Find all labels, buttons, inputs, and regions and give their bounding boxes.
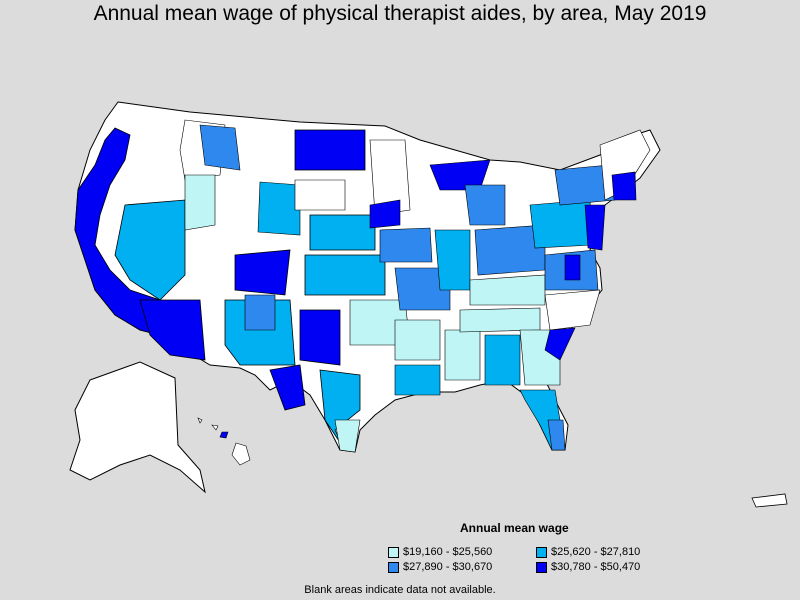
region-arizona	[139, 299, 206, 361]
footnote: Blank areas indicate data not available.	[304, 584, 496, 596]
legend-item: $19,160 - $25,560	[388, 546, 536, 558]
region-new-mexico	[224, 299, 296, 366]
legend-title: Annual mean wage	[460, 521, 569, 535]
region-alabama	[484, 334, 521, 386]
region-south-dakota	[294, 179, 346, 211]
region-carolinas	[544, 289, 601, 331]
legend-swatch	[536, 546, 547, 558]
puerto-rico	[751, 493, 788, 508]
legend-swatch	[388, 561, 399, 573]
region-colorado	[234, 249, 291, 296]
region-dallas	[299, 309, 341, 366]
map-title: Annual mean wage of physical therapist a…	[93, 2, 707, 25]
region-lower-michigan	[464, 184, 506, 226]
legend-item: $27,890 - $30,670	[388, 561, 536, 573]
legend: $19,160 - $25,560 $25,620 - $27,810 $27,…	[388, 546, 688, 573]
region-mississippi	[444, 329, 481, 381]
region-pennsylvania	[529, 199, 593, 249]
region-west-texas	[269, 364, 306, 411]
region-dc	[564, 254, 581, 281]
region-florida-south	[547, 419, 566, 451]
region-west-coast	[74, 127, 196, 346]
region-iowa	[379, 227, 433, 263]
region-nm-mid	[244, 294, 276, 331]
region-minneapolis	[369, 199, 401, 229]
alaska-outline	[69, 361, 206, 494]
region-arkansas	[394, 319, 441, 361]
region-minnesota	[369, 139, 411, 216]
region-montana-blue	[199, 124, 241, 171]
region-wyoming	[257, 181, 301, 236]
legend-item: $30,780 - $50,470	[536, 561, 684, 573]
region-kansas	[304, 254, 386, 296]
region-missouri	[394, 267, 451, 311]
region-south-carolina-coast	[544, 327, 576, 361]
region-kentucky	[469, 274, 546, 306]
legend-swatch	[388, 546, 399, 558]
region-illinois	[434, 229, 471, 291]
region-nebraska	[309, 214, 376, 251]
legend-item: $25,620 - $27,810	[536, 546, 684, 558]
legend-label: $19,160 - $25,560	[403, 546, 493, 558]
region-north-dakota	[294, 129, 366, 171]
legend-swatch	[536, 561, 547, 573]
region-tennessee	[459, 307, 541, 333]
region-idaho-light	[184, 174, 216, 231]
legend-label: $25,620 - $27,810	[551, 546, 641, 558]
legend-label: $27,890 - $30,670	[403, 561, 493, 573]
region-louisiana	[394, 364, 441, 396]
hawaii-islands	[197, 417, 251, 466]
region-south-texas	[334, 419, 361, 453]
region-new-jersey	[584, 204, 606, 251]
region-boston	[611, 171, 637, 201]
legend-label: $30,780 - $50,470	[551, 561, 641, 573]
region-east-texas	[319, 369, 361, 451]
